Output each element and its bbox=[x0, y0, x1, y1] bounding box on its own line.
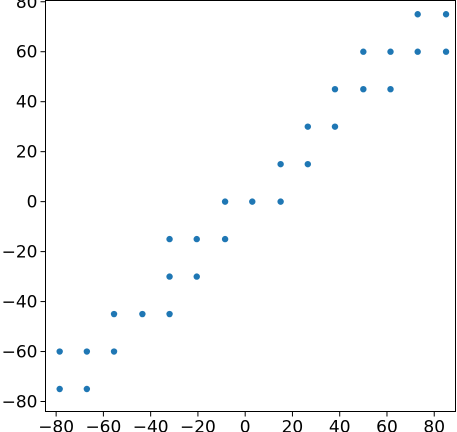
data-point bbox=[304, 160, 312, 168]
data-point bbox=[304, 123, 312, 130]
x-axis-ticks: −80 −60 −40 −20 0 20 40 60 80 bbox=[38, 411, 445, 432]
data-point bbox=[442, 11, 450, 18]
data-point bbox=[360, 48, 367, 55]
data-point bbox=[166, 235, 173, 243]
x-tick-label: −20 bbox=[180, 418, 216, 432]
y-tick-label: 40 bbox=[16, 93, 38, 113]
data-point bbox=[442, 48, 450, 55]
data-point bbox=[139, 310, 146, 318]
data-point bbox=[221, 235, 229, 243]
x-tick-label: −60 bbox=[85, 418, 121, 432]
data-point bbox=[414, 48, 421, 55]
data-point bbox=[331, 86, 339, 93]
y-tick-label: 20 bbox=[16, 143, 38, 163]
data-point bbox=[249, 198, 256, 205]
data-point bbox=[331, 123, 339, 130]
y-axis-ticks: −80 −60 −40 −20 0 20 40 60 80 bbox=[2, 0, 46, 413]
x-tick-label: 0 bbox=[240, 418, 251, 432]
x-tick-label: 60 bbox=[376, 418, 398, 432]
data-point bbox=[387, 86, 394, 93]
data-point bbox=[360, 86, 367, 93]
data-point bbox=[414, 11, 421, 18]
plot-background bbox=[45, 0, 456, 412]
x-tick-label: 80 bbox=[423, 418, 445, 432]
data-points bbox=[56, 11, 450, 393]
y-tick-label: −80 bbox=[2, 393, 38, 413]
y-tick-label: −60 bbox=[2, 343, 38, 363]
data-point bbox=[166, 310, 173, 318]
data-point bbox=[83, 385, 91, 393]
y-tick-label: 80 bbox=[16, 0, 38, 13]
y-tick-label: 60 bbox=[16, 43, 38, 63]
x-tick-label: −40 bbox=[133, 418, 169, 432]
plot-frame bbox=[45, 0, 456, 412]
y-tick-label: −20 bbox=[2, 243, 38, 263]
data-point bbox=[110, 310, 118, 318]
data-point bbox=[56, 385, 63, 393]
data-point bbox=[387, 48, 394, 55]
data-point bbox=[193, 273, 200, 280]
x-tick-label: −80 bbox=[38, 418, 74, 432]
data-point bbox=[221, 198, 229, 205]
data-point bbox=[83, 348, 91, 355]
data-point bbox=[277, 198, 284, 205]
x-tick-label: 20 bbox=[282, 418, 304, 432]
data-point bbox=[193, 235, 200, 243]
data-point bbox=[166, 273, 173, 280]
data-point bbox=[277, 160, 284, 168]
x-tick-label: 40 bbox=[329, 418, 351, 432]
data-point bbox=[110, 348, 118, 355]
data-point bbox=[56, 348, 63, 355]
y-tick-label: −40 bbox=[2, 293, 38, 313]
y-tick-label: 0 bbox=[27, 193, 38, 213]
